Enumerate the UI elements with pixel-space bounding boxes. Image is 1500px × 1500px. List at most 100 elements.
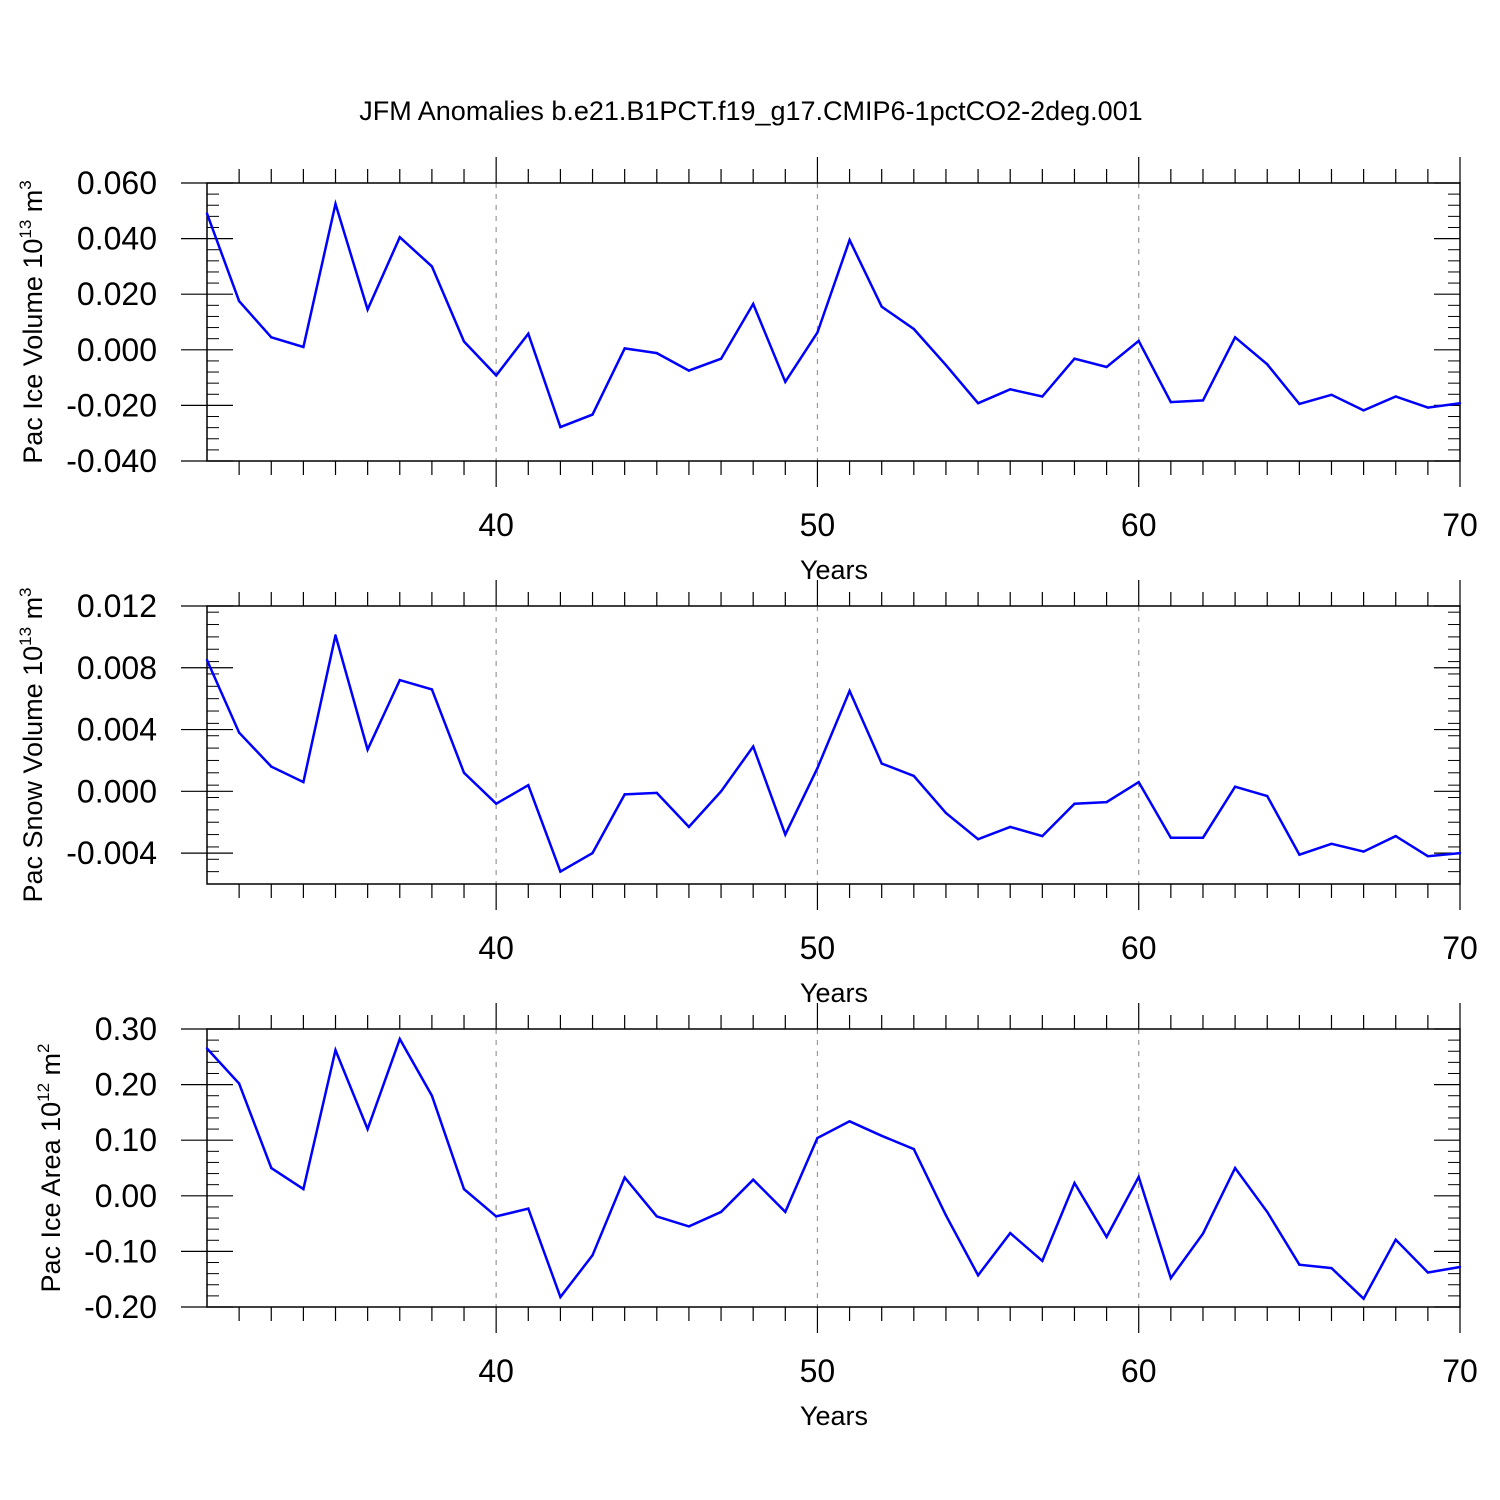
- y-tick-label: 0.00: [95, 1178, 157, 1214]
- y-tick-label: -0.10: [84, 1233, 157, 1269]
- x-tick-label: 70: [1442, 1353, 1478, 1389]
- data-point: [302, 1187, 305, 1191]
- figure-title: JFM Anomalies b.e21.B1PCT.f19_g17.CMIP6-…: [359, 96, 1142, 126]
- data-point: [751, 1178, 755, 1181]
- data-point: [944, 811, 948, 815]
- y-tick-label: 0.000: [77, 773, 157, 809]
- data-point: [1233, 785, 1237, 788]
- series-line: [205, 634, 1461, 874]
- data-point: [591, 413, 594, 416]
- y-tick-label: 0.008: [77, 650, 157, 686]
- data-point: [880, 762, 883, 765]
- data-point: [270, 336, 273, 339]
- x-tick-label: 70: [1442, 507, 1478, 543]
- x-tick-label: 70: [1442, 930, 1478, 966]
- data-point: [1266, 363, 1269, 366]
- plot-frame: [206, 605, 1461, 885]
- data-point: [1009, 1231, 1012, 1235]
- data-point: [366, 748, 369, 751]
- data-point: [430, 1094, 434, 1097]
- data-point: [1201, 1232, 1205, 1235]
- data-point: [880, 1134, 883, 1137]
- data-point: [1073, 802, 1076, 805]
- data-point: [1137, 780, 1140, 784]
- y-tick-label: 0.004: [77, 712, 157, 748]
- plot-frame: [206, 1028, 1461, 1308]
- data-point: [751, 745, 755, 748]
- data-point: [1298, 1263, 1301, 1266]
- x-tick-label: 60: [1121, 507, 1157, 543]
- data-point: [1137, 339, 1140, 343]
- data-point: [334, 634, 337, 637]
- x-tick-label: 50: [800, 1353, 836, 1389]
- data-point: [1105, 800, 1108, 804]
- data-point: [494, 802, 498, 805]
- data-point: [366, 1127, 369, 1131]
- y-tick-label: 0.060: [77, 165, 157, 201]
- data-point: [1298, 853, 1301, 856]
- data-point: [655, 1215, 658, 1218]
- chart-panel-1: 40 50 60 70 Years 0.060 0.040 0.020 0.000 -0.020 -…: [16, 157, 1478, 585]
- y-tick-label: 0.30: [95, 1011, 157, 1047]
- data-point: [1266, 1210, 1269, 1214]
- data-point: [462, 1187, 466, 1191]
- data-point: [1298, 402, 1301, 406]
- data-point: [944, 1214, 948, 1217]
- data-point: [1362, 409, 1365, 412]
- data-point: [880, 305, 883, 308]
- data-point: [1362, 1297, 1365, 1300]
- data-point: [848, 689, 851, 693]
- x-axis-label: Years: [800, 1401, 868, 1431]
- data-point: [1009, 825, 1012, 829]
- data-point: [559, 425, 562, 429]
- data-point: [719, 1210, 723, 1214]
- data-point: [976, 838, 980, 841]
- data-point: [816, 766, 819, 770]
- x-tick-label: 40: [478, 507, 514, 543]
- chart-panel-2: 40 50 60 70 Years 0.012 0.008 0.004 0.000 -0.004 P…: [16, 580, 1478, 1008]
- data-point: [1105, 365, 1108, 369]
- data-point: [1426, 1271, 1430, 1274]
- data-point: [527, 1207, 530, 1210]
- data-point: [494, 1215, 498, 1218]
- data-point: [398, 236, 401, 239]
- y-tick-label: 0.20: [95, 1067, 157, 1103]
- data-point: [848, 1120, 851, 1123]
- data-point: [1394, 834, 1397, 838]
- data-point: [302, 780, 305, 784]
- data-point: [1330, 1266, 1333, 1270]
- data-point: [1073, 357, 1076, 360]
- data-point: [430, 265, 434, 268]
- data-point: [1073, 1181, 1076, 1185]
- data-point: [1041, 1259, 1044, 1263]
- data-point: [527, 332, 530, 335]
- data-point: [334, 1048, 337, 1052]
- data-point: [912, 774, 916, 778]
- x-tick-label: 60: [1121, 930, 1157, 966]
- data-point: [719, 790, 723, 793]
- data-point: [912, 327, 916, 331]
- data-point: [816, 331, 819, 334]
- data-point: [270, 1166, 273, 1170]
- data-point: [816, 1136, 819, 1140]
- data-point: [655, 791, 658, 795]
- y-tick-label: -0.040: [66, 443, 157, 479]
- data-point: [462, 771, 466, 774]
- series-line: [205, 199, 1461, 429]
- data-point: [655, 351, 658, 355]
- series-line: [206, 1036, 1461, 1301]
- y-tick-label: 0.10: [95, 1122, 157, 1158]
- data-point: [559, 1295, 562, 1299]
- data-point: [237, 1082, 241, 1085]
- data-point: [1009, 388, 1012, 391]
- data-point: [205, 658, 209, 662]
- data-point: [1426, 406, 1430, 409]
- data-point: [687, 1225, 691, 1228]
- data-point: [1266, 794, 1269, 798]
- data-point: [494, 374, 498, 377]
- y-tick-label: 0.020: [77, 276, 157, 312]
- data-point: [784, 1210, 787, 1214]
- data-point: [591, 1254, 594, 1257]
- data-point: [237, 299, 241, 303]
